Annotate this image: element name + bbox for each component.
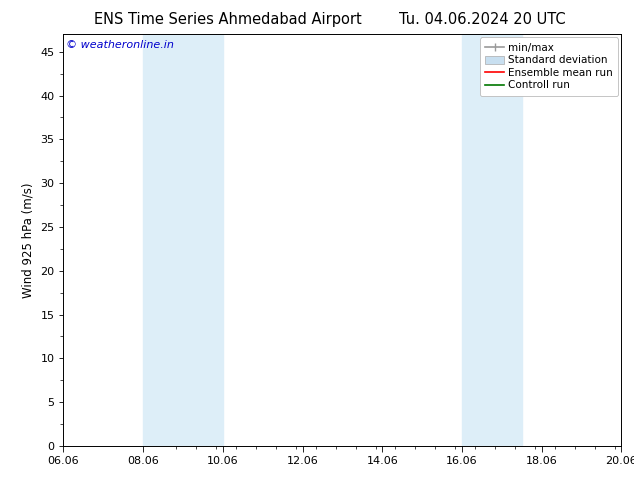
Bar bbox=[462, 34, 522, 446]
Text: Tu. 04.06.2024 20 UTC: Tu. 04.06.2024 20 UTC bbox=[399, 12, 565, 27]
Text: ENS Time Series Ahmedabad Airport: ENS Time Series Ahmedabad Airport bbox=[94, 12, 362, 27]
Text: © weatheronline.in: © weatheronline.in bbox=[66, 41, 174, 50]
Legend: min/max, Standard deviation, Ensemble mean run, Controll run: min/max, Standard deviation, Ensemble me… bbox=[480, 37, 618, 96]
Y-axis label: Wind 925 hPa (m/s): Wind 925 hPa (m/s) bbox=[22, 182, 35, 298]
Bar bbox=[143, 34, 223, 446]
